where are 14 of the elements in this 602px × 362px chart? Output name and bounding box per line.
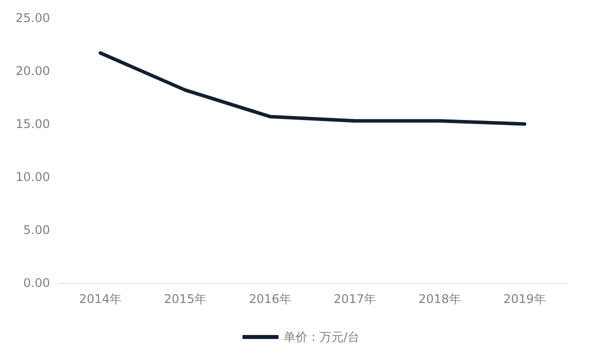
y-tick-label: 20.00 [16, 64, 50, 78]
x-tick-label: 2014年 [79, 292, 122, 306]
y-tick-label: 25.00 [16, 11, 50, 25]
y-tick-label: 15.00 [16, 117, 50, 131]
x-tick-label: 2015年 [164, 292, 207, 306]
x-tick-label: 2016年 [248, 292, 292, 306]
x-tick-label: 2017年 [334, 292, 376, 306]
x-tick-label: 2018年 [418, 292, 462, 306]
y-tick-label: 10.00 [16, 170, 50, 184]
legend-label: 单价：万元/台 [283, 330, 360, 344]
y-tick-label: 0.00 [23, 276, 50, 290]
y-tick-label: 5.00 [23, 223, 50, 237]
x-tick-label: 2019年 [503, 292, 546, 306]
line-series [98, 51, 526, 126]
